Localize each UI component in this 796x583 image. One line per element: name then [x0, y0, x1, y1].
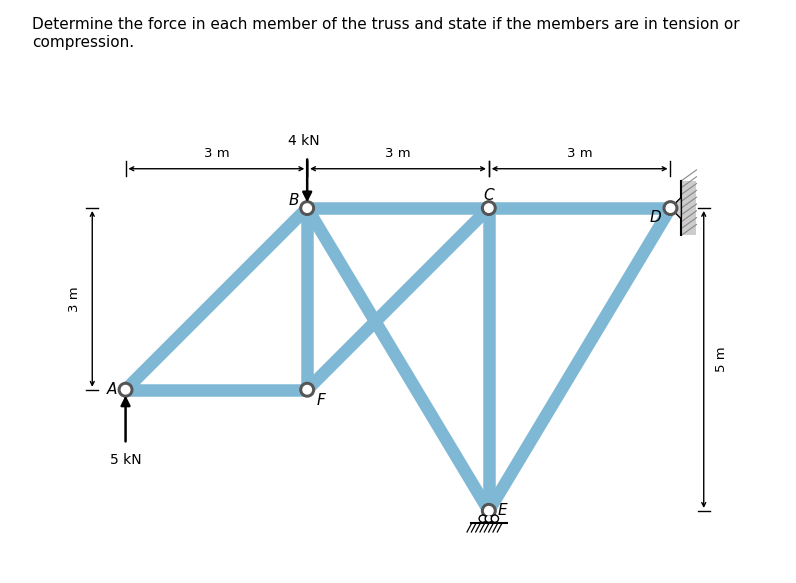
Text: 3 m: 3 m	[68, 286, 81, 312]
Circle shape	[491, 515, 498, 522]
Circle shape	[485, 507, 493, 515]
Text: B: B	[289, 194, 299, 208]
Circle shape	[479, 515, 486, 522]
Circle shape	[303, 204, 311, 212]
Text: 3 m: 3 m	[204, 147, 229, 160]
Text: 5 kN: 5 kN	[110, 453, 142, 468]
Text: C: C	[483, 188, 494, 203]
Text: 3 m: 3 m	[385, 147, 411, 160]
Circle shape	[666, 204, 675, 212]
Text: 4 kN: 4 kN	[288, 134, 320, 147]
Text: 5 m: 5 m	[715, 347, 728, 373]
Text: F: F	[316, 393, 325, 408]
Text: E: E	[498, 503, 507, 518]
Circle shape	[300, 382, 314, 397]
Circle shape	[482, 201, 496, 215]
Circle shape	[121, 385, 130, 394]
Circle shape	[485, 204, 493, 212]
Text: Determine the force in each member of the truss and state if the members are in : Determine the force in each member of th…	[32, 17, 739, 50]
Circle shape	[486, 515, 493, 522]
Polygon shape	[670, 197, 681, 219]
FancyBboxPatch shape	[681, 181, 696, 236]
Text: A: A	[107, 382, 118, 397]
Circle shape	[300, 201, 314, 215]
Circle shape	[482, 504, 496, 518]
Circle shape	[303, 385, 311, 394]
Circle shape	[663, 201, 677, 215]
Circle shape	[119, 382, 133, 397]
Text: D: D	[650, 210, 661, 224]
Text: 3 m: 3 m	[567, 147, 592, 160]
